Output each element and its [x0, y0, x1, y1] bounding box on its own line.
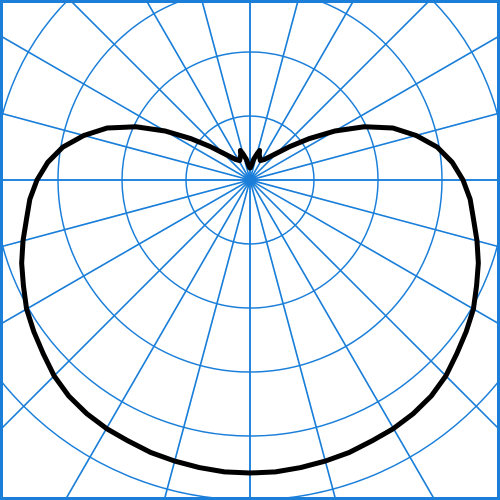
polar-diagram [0, 0, 500, 500]
